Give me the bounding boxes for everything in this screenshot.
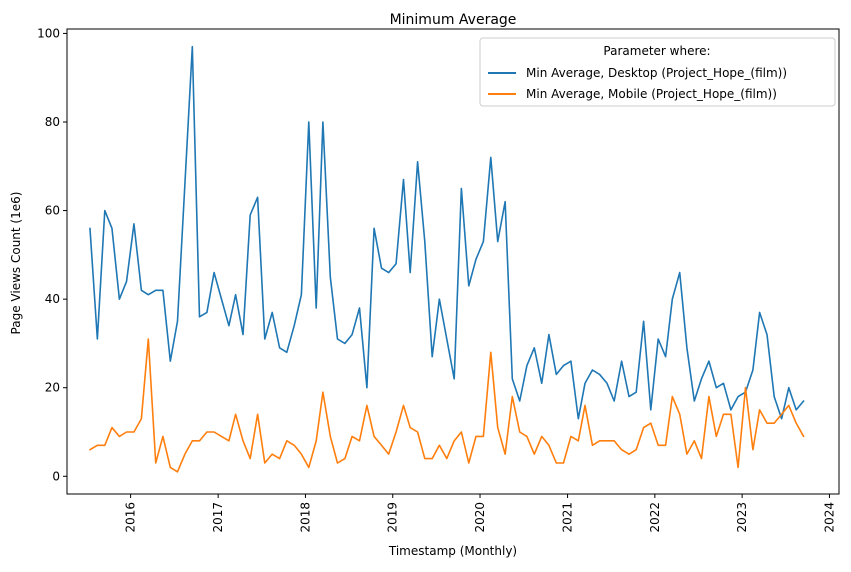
legend-label-desktop: Min Average, Desktop (Project_Hope_(film… — [526, 66, 787, 80]
x-tick-label: 2017 — [211, 502, 225, 533]
x-tick-label: 2021 — [561, 502, 575, 533]
x-axis: 2016 2017 2018 2019 2020 2021 2022 2023 2024 — [124, 494, 836, 533]
x-tick-label: 2020 — [473, 502, 487, 533]
y-axis: 0 20 40 60 80 100 — [37, 26, 67, 483]
chart-title: Minimum Average — [390, 12, 517, 28]
x-tick-label: 2018 — [298, 502, 312, 533]
x-tick-label: 2023 — [735, 502, 749, 533]
x-tick-label: 2022 — [648, 502, 662, 533]
plot-frame — [66, 28, 840, 495]
y-tick-label: 0 — [52, 469, 60, 483]
y-tick-label: 40 — [45, 292, 60, 306]
series-line-1 — [89, 338, 805, 473]
y-axis-label: Page Views Count (1e6) — [9, 192, 23, 335]
series-line-0 — [89, 45, 805, 420]
legend: Parameter where: Min Average, Desktop (P… — [479, 37, 836, 107]
legend-label-mobile: Min Average, Mobile (Project_Hope_(film)… — [526, 87, 777, 101]
x-tick-label: 2016 — [124, 502, 138, 533]
y-tick-label: 60 — [45, 204, 60, 218]
x-axis-label: Timestamp (Monthly) — [388, 544, 517, 558]
legend-title: Parameter where: — [603, 44, 710, 58]
y-tick-label: 100 — [37, 26, 60, 40]
series-layer — [89, 45, 805, 473]
legend-box — [479, 37, 836, 107]
y-tick-label: 80 — [45, 115, 60, 129]
y-tick-label: 20 — [45, 381, 60, 395]
x-tick-label: 2024 — [822, 502, 836, 533]
x-tick-label: 2019 — [386, 502, 400, 533]
